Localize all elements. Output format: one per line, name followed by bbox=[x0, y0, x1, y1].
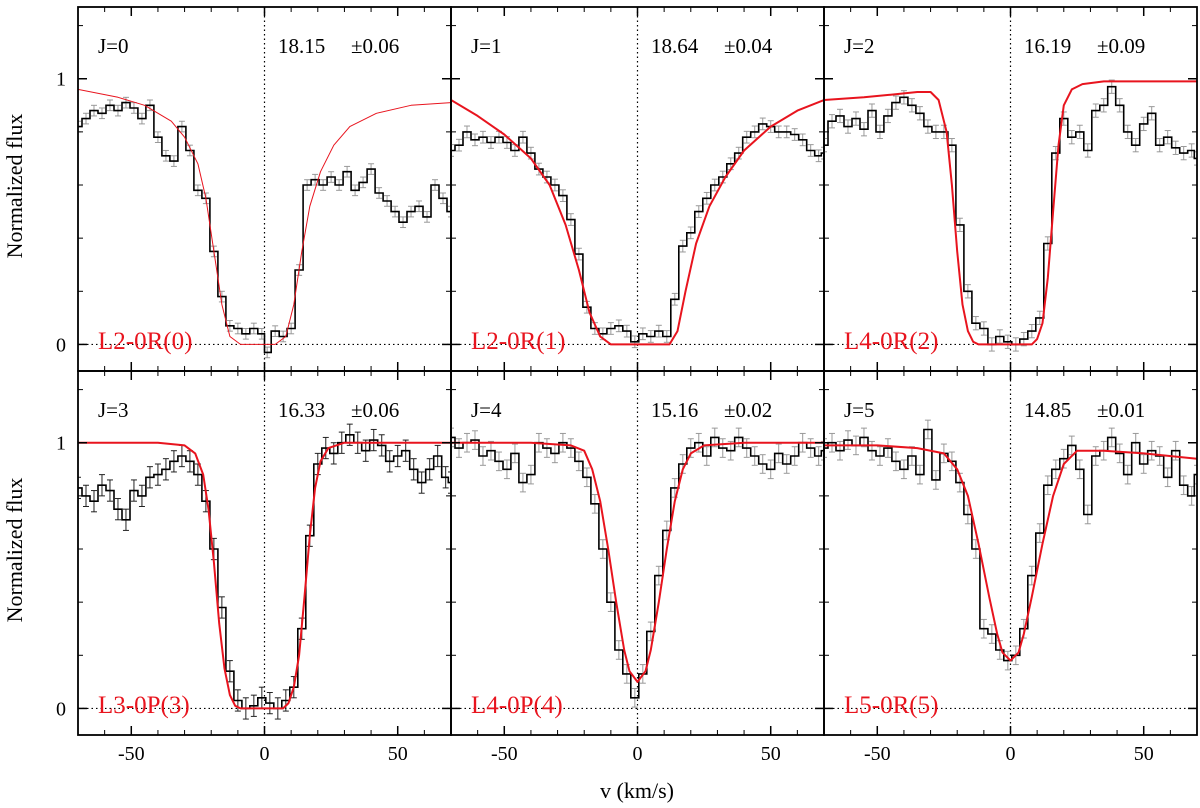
x-tick-label: -50 bbox=[118, 743, 145, 765]
column-density-error: ±0.09 bbox=[1097, 34, 1145, 58]
error-bars bbox=[78, 96, 451, 359]
model-fit-line bbox=[451, 99, 824, 346]
x-tick-label: -50 bbox=[864, 743, 891, 765]
panel-plot-area bbox=[451, 99, 824, 349]
data-histogram bbox=[824, 428, 1197, 662]
column-density-error: ±0.04 bbox=[724, 34, 773, 58]
panel-grid: 0 1 J=0 18.15 ±0.06 L2-0R(0) J=1 18.64 ±0.04 L2-0… bbox=[56, 6, 1198, 765]
y-tick-label: 1 bbox=[56, 433, 66, 455]
x-tick-label: -50 bbox=[491, 743, 518, 765]
data-histogram bbox=[451, 123, 824, 343]
column-density-value: 18.15 bbox=[278, 34, 325, 58]
data-histogram bbox=[78, 101, 451, 354]
column-density-value: 18.64 bbox=[651, 34, 699, 58]
model-fit-line bbox=[451, 441, 824, 683]
column-density-value: 14.85 bbox=[1024, 398, 1071, 422]
panel-j3: -50 0 50 0 1 J=3 16.33 ±0.06 L3-0P(3) bbox=[56, 370, 452, 765]
column-density-value: 15.16 bbox=[651, 398, 698, 422]
j-level-label: J=5 bbox=[844, 398, 875, 422]
x-tick-label: 50 bbox=[1134, 743, 1154, 765]
transition-label: L2-0R(0) bbox=[98, 328, 192, 355]
column-density-error: ±0.01 bbox=[1097, 398, 1145, 422]
panel-j1: J=1 18.64 ±0.04 L2-0R(1) bbox=[450, 6, 825, 372]
panel-plot-area bbox=[824, 419, 1197, 671]
transition-label: L4-0P(4) bbox=[471, 692, 563, 719]
transition-label: L4-0R(2) bbox=[844, 328, 938, 355]
j-level-label: J=1 bbox=[471, 34, 502, 58]
column-density-value: 16.19 bbox=[1024, 34, 1071, 58]
column-density-error: ±0.06 bbox=[351, 34, 399, 58]
column-density-error: ±0.02 bbox=[724, 398, 772, 422]
x-tick-label: 50 bbox=[761, 743, 781, 765]
transition-label: L5-0R(5) bbox=[844, 692, 938, 719]
x-tick-label: 0 bbox=[633, 743, 643, 765]
error-bars bbox=[78, 423, 451, 720]
panel-j0: 0 1 J=0 18.15 ±0.06 L2-0R(0) bbox=[56, 6, 452, 372]
transition-label: L2-0R(1) bbox=[471, 328, 565, 355]
transition-label: L3-0P(3) bbox=[98, 692, 190, 719]
panel-plot-area bbox=[78, 423, 451, 720]
j-level-label: J=4 bbox=[471, 398, 502, 422]
panel-j5: -50 0 50 J=5 14.85 ±0.01 L5-0R(5) bbox=[823, 370, 1198, 765]
j-level-label: J=0 bbox=[98, 34, 129, 58]
column-density-value: 16.33 bbox=[278, 398, 325, 422]
y-tick-label: 0 bbox=[56, 334, 66, 356]
y-tick-label: 0 bbox=[56, 698, 66, 720]
panel-plot-area bbox=[78, 88, 451, 359]
j-level-label: J=2 bbox=[844, 34, 875, 58]
panel-plot-area bbox=[451, 427, 824, 708]
x-tick-label: 0 bbox=[260, 743, 270, 765]
model-fit-line bbox=[824, 444, 1197, 662]
panel-plot-area bbox=[824, 79, 1197, 352]
panel-j4: -50 0 50 J=4 15.16 ±0.02 L4-0P(4) bbox=[450, 370, 825, 765]
data-histogram bbox=[78, 434, 451, 710]
j-level-label: J=3 bbox=[98, 398, 129, 422]
y-axis-label-bottom: Normalized flux bbox=[2, 478, 27, 623]
column-density-error: ±0.06 bbox=[351, 398, 399, 422]
model-fit-line bbox=[78, 88, 451, 345]
x-axis-label: v (km/s) bbox=[600, 778, 674, 803]
model-fit-line bbox=[78, 441, 451, 710]
panel-j2: J=2 16.19 ±0.09 L4-0R(2) bbox=[823, 6, 1198, 372]
x-tick-label: 50 bbox=[388, 743, 408, 765]
y-tick-label: 1 bbox=[56, 69, 66, 91]
y-axis-label-top: Normalized flux bbox=[2, 114, 27, 259]
x-tick-label: 0 bbox=[1006, 743, 1016, 765]
data-histogram bbox=[451, 436, 824, 699]
model-fit-line bbox=[824, 80, 1197, 346]
